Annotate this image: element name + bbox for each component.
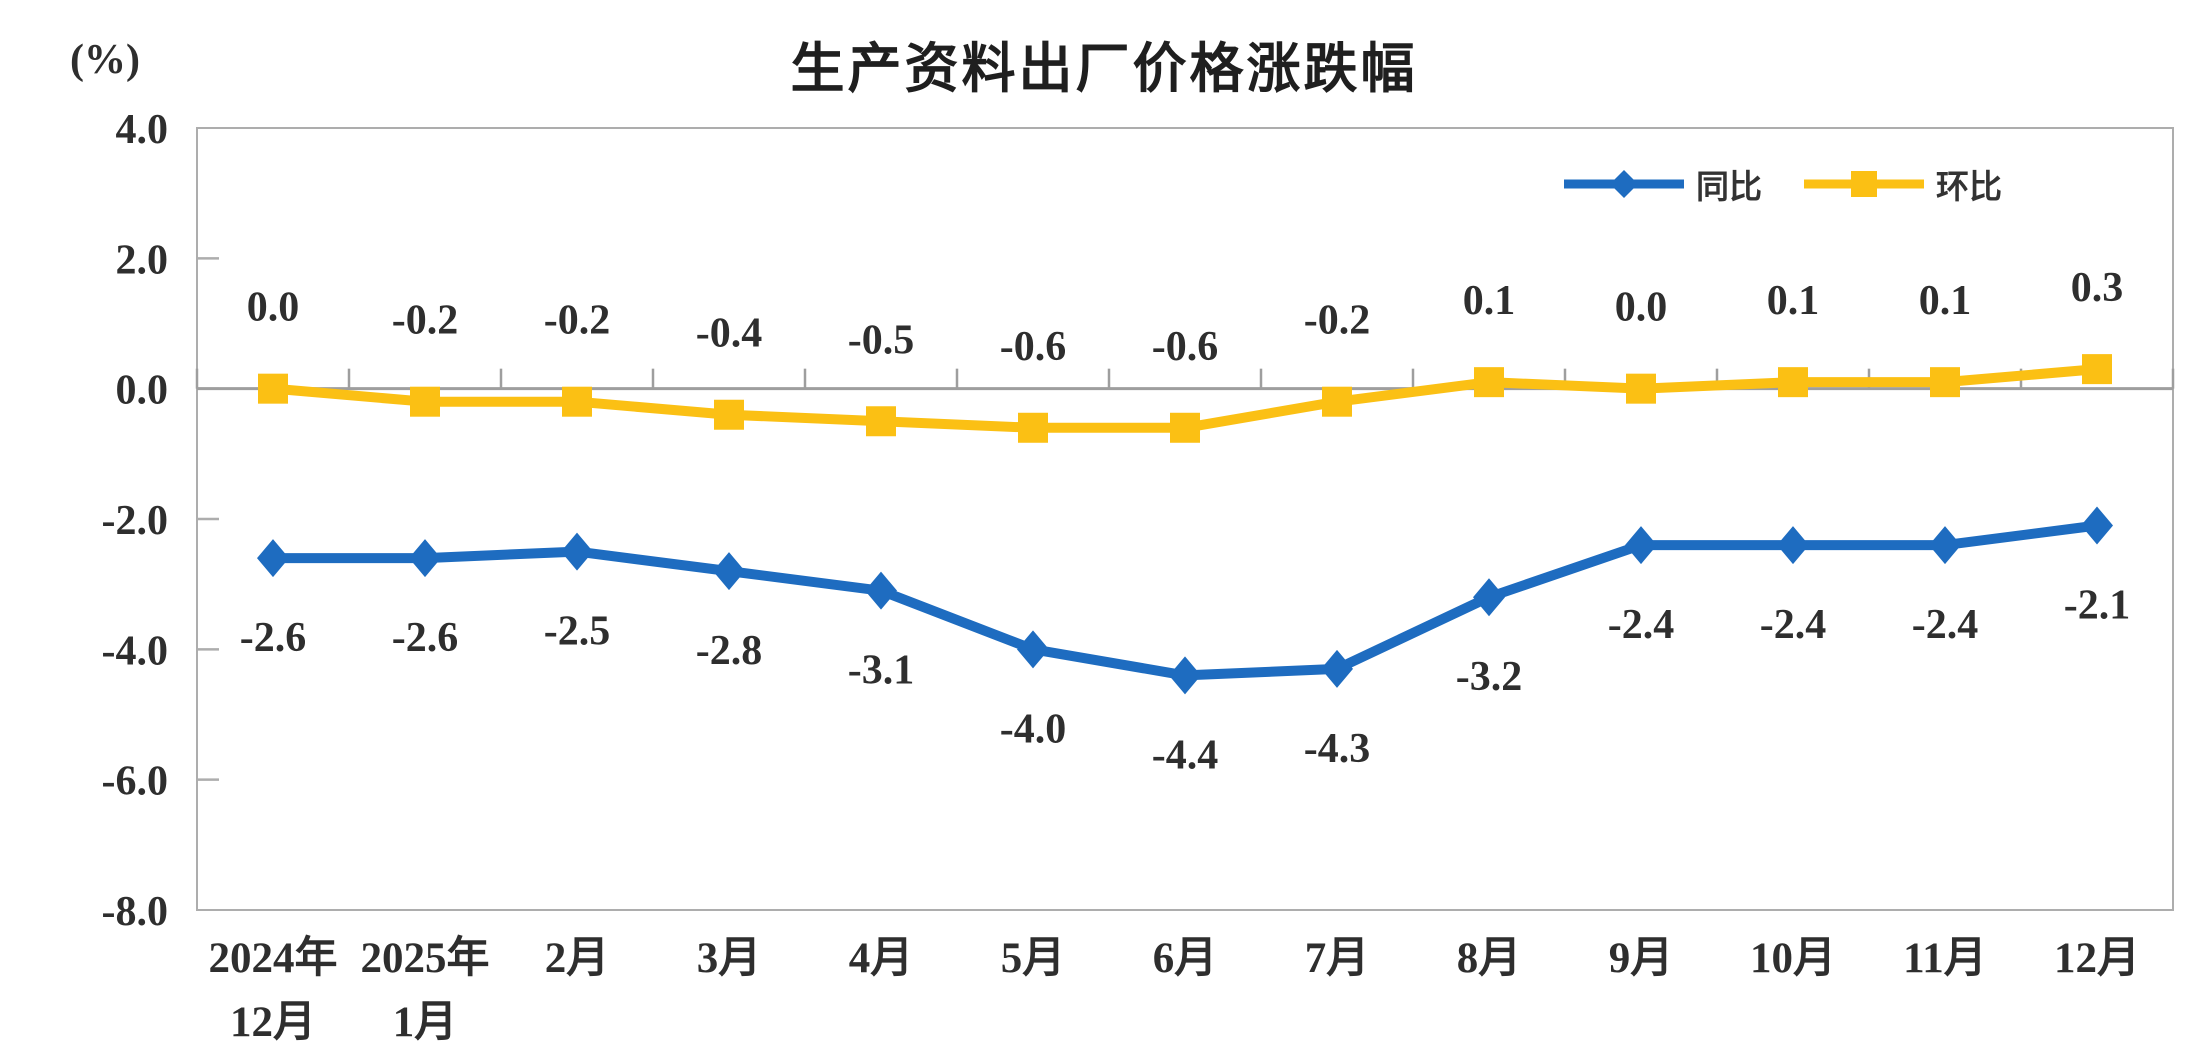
legend-item-mom: 环比 [1800, 160, 2002, 208]
data-label: -2.4 [1760, 602, 1827, 648]
data-label: -3.1 [848, 648, 915, 694]
data-label: -0.2 [1304, 298, 1371, 344]
data-point-marker-diamond [409, 539, 441, 578]
data-label: -2.6 [392, 615, 459, 661]
data-label: -0.4 [696, 311, 763, 357]
data-label: -0.2 [544, 298, 611, 344]
data-point-marker-diamond [1321, 649, 1353, 688]
data-label: 0.1 [1919, 278, 1972, 324]
legend-square-marker-icon [1851, 171, 1877, 197]
legend: 同比 环比 [1560, 160, 2002, 208]
legend-label-mom: 环比 [1936, 168, 2002, 205]
data-point-marker-square [1170, 412, 1200, 443]
x-axis-category-label: 2024年 [209, 934, 338, 982]
y-axis-tick-label: -6.0 [102, 759, 169, 805]
x-axis-category-label: 3月 [697, 935, 762, 982]
legend-label-yoy: 同比 [1696, 168, 1762, 205]
data-label: -2.4 [1608, 602, 1675, 648]
data-point-marker-diamond [1473, 578, 1505, 617]
data-label: -0.6 [1152, 324, 1219, 370]
data-point-marker-diamond [1929, 526, 1961, 565]
data-label: -4.0 [1000, 706, 1067, 752]
legend-diamond-marker-icon [1610, 170, 1638, 198]
data-point-marker-diamond [2081, 506, 2113, 545]
x-axis-category-label: 1月 [393, 999, 458, 1046]
data-point-marker-square [714, 399, 744, 430]
x-axis-category-label: 6月 [1153, 935, 1218, 982]
x-axis-category-label: 8月 [1457, 935, 1522, 982]
chart-title: 生产资料出厂价格涨跌幅 [790, 39, 1418, 99]
legend-swatch-yoy [1564, 170, 1684, 198]
data-label: -2.5 [544, 609, 611, 655]
x-axis-category-label: 9月 [1609, 935, 1674, 982]
legend-swatch-mom [1804, 171, 1924, 197]
data-point-marker-diamond [713, 552, 745, 591]
x-axis-category-label: 2月 [545, 935, 610, 982]
data-point-marker-diamond [561, 532, 593, 571]
data-label: 0.1 [1463, 278, 1516, 324]
data-point-marker-square [1930, 367, 1960, 398]
y-axis-tick-label: -4.0 [102, 628, 169, 674]
data-label: -4.4 [1152, 732, 1219, 778]
data-label: -0.6 [1000, 324, 1067, 370]
data-point-marker-diamond [1625, 526, 1657, 565]
y-axis-tick-label: -8.0 [102, 889, 169, 935]
data-label: -0.5 [848, 317, 915, 363]
data-point-marker-square [1626, 373, 1656, 404]
data-point-marker-diamond [1777, 526, 1809, 565]
data-label: -3.2 [1456, 654, 1523, 700]
data-label: -2.1 [2064, 583, 2131, 629]
x-axis-category-label: 11月 [1903, 935, 1987, 982]
data-label: 0.3 [2071, 265, 2124, 311]
data-point-marker-square [1322, 386, 1352, 417]
data-point-marker-square [1018, 412, 1048, 443]
data-label: -4.3 [1304, 726, 1371, 772]
data-point-marker-square [1778, 367, 1808, 398]
data-point-marker-square [2082, 354, 2112, 385]
data-point-marker-diamond [1169, 656, 1201, 695]
y-axis-tick-label: 4.0 [116, 107, 169, 153]
data-label: -2.4 [1912, 602, 1979, 648]
x-axis-category-label: 12月 [2054, 935, 2140, 982]
y-axis-tick-label: 2.0 [116, 237, 169, 283]
x-axis-category-label: 12月 [230, 999, 316, 1046]
x-axis-category-label: 5月 [1001, 935, 1066, 982]
plot-border [196, 127, 2174, 911]
x-axis-category-label: 2025年 [361, 934, 490, 982]
data-point-marker-diamond [865, 571, 897, 610]
x-axis-category-label: 7月 [1305, 935, 1370, 982]
data-label: 0.0 [1615, 285, 1668, 331]
y-axis-tick-label: 0.0 [116, 368, 169, 414]
legend-item-yoy: 同比 [1560, 160, 1762, 208]
data-point-marker-square [410, 386, 440, 417]
data-point-marker-square [258, 373, 288, 404]
data-label: -2.8 [696, 628, 763, 674]
data-point-marker-diamond [1017, 630, 1049, 669]
y-axis-unit-label: (%) [70, 37, 140, 83]
data-label: 0.0 [247, 285, 300, 331]
data-point-marker-square [1474, 367, 1504, 398]
data-label: -0.2 [392, 298, 459, 344]
data-point-marker-square [866, 406, 896, 437]
x-axis-category-label: 10月 [1750, 935, 1836, 982]
y-axis-tick-label: -2.0 [102, 498, 169, 544]
data-point-marker-square [562, 386, 592, 417]
data-label: 0.1 [1767, 278, 1820, 324]
data-label: -2.6 [240, 615, 307, 661]
x-axis-category-label: 4月 [849, 935, 914, 982]
data-point-marker-diamond [257, 539, 289, 578]
